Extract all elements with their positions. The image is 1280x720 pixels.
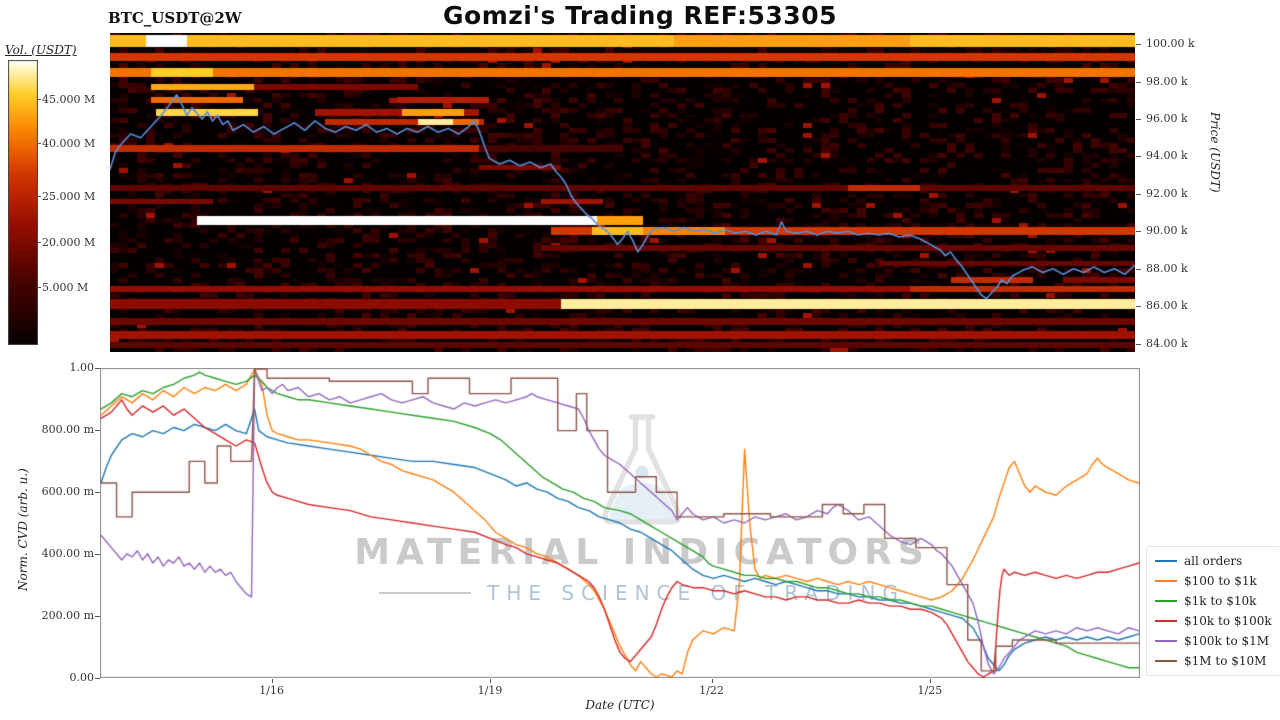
cvd-chart-canvas	[100, 368, 1140, 678]
legend-label: $100k to $1M	[1184, 634, 1270, 648]
tick-mark	[1136, 231, 1141, 232]
tick-mark	[95, 678, 100, 679]
price-tick-label: 94.00 k	[1146, 149, 1188, 163]
tick-mark	[930, 679, 931, 683]
price-tick-label: 84.00 k	[1146, 336, 1188, 350]
legend-label: $1M to $10M	[1184, 654, 1267, 668]
legend: all orders $100 to $1k $1k to $10k $10k to …	[1146, 546, 1280, 676]
tick-mark	[490, 679, 491, 683]
price-axis-label: Price (USDT)	[1208, 112, 1222, 193]
date-axis-label: Date (UTC)	[585, 698, 655, 712]
legend-swatch	[1155, 560, 1177, 562]
legend-item: $1k to $10k	[1155, 591, 1272, 611]
tick-mark	[272, 679, 273, 683]
cvd-y-tick-label: 400.00 m	[41, 547, 94, 560]
orderbook-heatmap-canvas	[110, 33, 1135, 352]
price-tick-label: 90.00 k	[1146, 224, 1188, 238]
cvd-x-tick-label: 1/22	[699, 684, 724, 697]
legend-swatch	[1155, 620, 1177, 622]
cvd-x-tick-label: 1/16	[259, 684, 284, 697]
tick-mark	[1136, 269, 1141, 270]
cvd-y-tick-label: 1.00	[69, 361, 95, 374]
tick-mark	[712, 679, 713, 683]
colorbar-tick-label: 20.000 M	[42, 236, 96, 250]
tick-mark	[1136, 306, 1141, 307]
legend-swatch	[1155, 640, 1177, 642]
legend-label: $100 to $1k	[1184, 574, 1257, 588]
price-tick-label: 100.00 k	[1146, 37, 1195, 51]
legend-swatch	[1155, 600, 1177, 602]
legend-label: $10k to $100k	[1184, 614, 1272, 628]
tick-mark	[1136, 119, 1141, 120]
legend-item: $1M to $10M	[1155, 651, 1272, 671]
legend-item: $100 to $1k	[1155, 571, 1272, 591]
legend-swatch	[1155, 660, 1177, 662]
tick-mark	[1136, 194, 1141, 195]
price-tick-label: 96.00 k	[1146, 112, 1188, 126]
colorbar-tick-label: 40.000 M	[42, 136, 96, 150]
legend-item: $100k to $1M	[1155, 631, 1272, 651]
tick-mark	[1136, 156, 1141, 157]
legend-item: all orders	[1155, 551, 1272, 571]
colorbar-tick-label: 25.000 M	[42, 189, 96, 203]
cvd-y-axis-label: Norm. CVD (arb. u.)	[16, 468, 30, 592]
price-tick-label: 92.00 k	[1146, 186, 1188, 200]
cvd-y-tick-label: 600.00 m	[41, 485, 94, 498]
colorbar	[8, 60, 38, 345]
legend-label: all orders	[1184, 554, 1243, 568]
cvd-y-tick-label: 200.00 m	[41, 609, 94, 622]
legend-item: $10k to $100k	[1155, 611, 1272, 631]
colorbar-label: Vol. (USDT)	[5, 43, 77, 57]
cvd-y-tick-label: 800.00 m	[41, 423, 94, 436]
symbol-label: BTC_USDT@2W	[108, 9, 242, 27]
tick-mark	[1136, 82, 1141, 83]
price-tick-label: 98.00 k	[1146, 74, 1188, 88]
cvd-x-tick-label: 1/19	[477, 684, 503, 697]
price-tick-label: 86.00 k	[1146, 299, 1188, 313]
legend-label: $1k to $10k	[1184, 594, 1257, 608]
chart-title: Gomzi's Trading REF:53305	[443, 1, 837, 30]
tick-mark	[1136, 344, 1141, 345]
cvd-x-tick-label: 1/25	[917, 684, 943, 697]
legend-swatch	[1155, 580, 1177, 582]
colorbar-tick-label: 5.000 M	[42, 280, 89, 294]
tick-mark	[1136, 44, 1141, 45]
price-tick-label: 88.00 k	[1146, 261, 1188, 275]
colorbar-tick-label: 45.000 M	[42, 93, 96, 107]
cvd-y-tick-label: 0.00	[69, 671, 95, 684]
